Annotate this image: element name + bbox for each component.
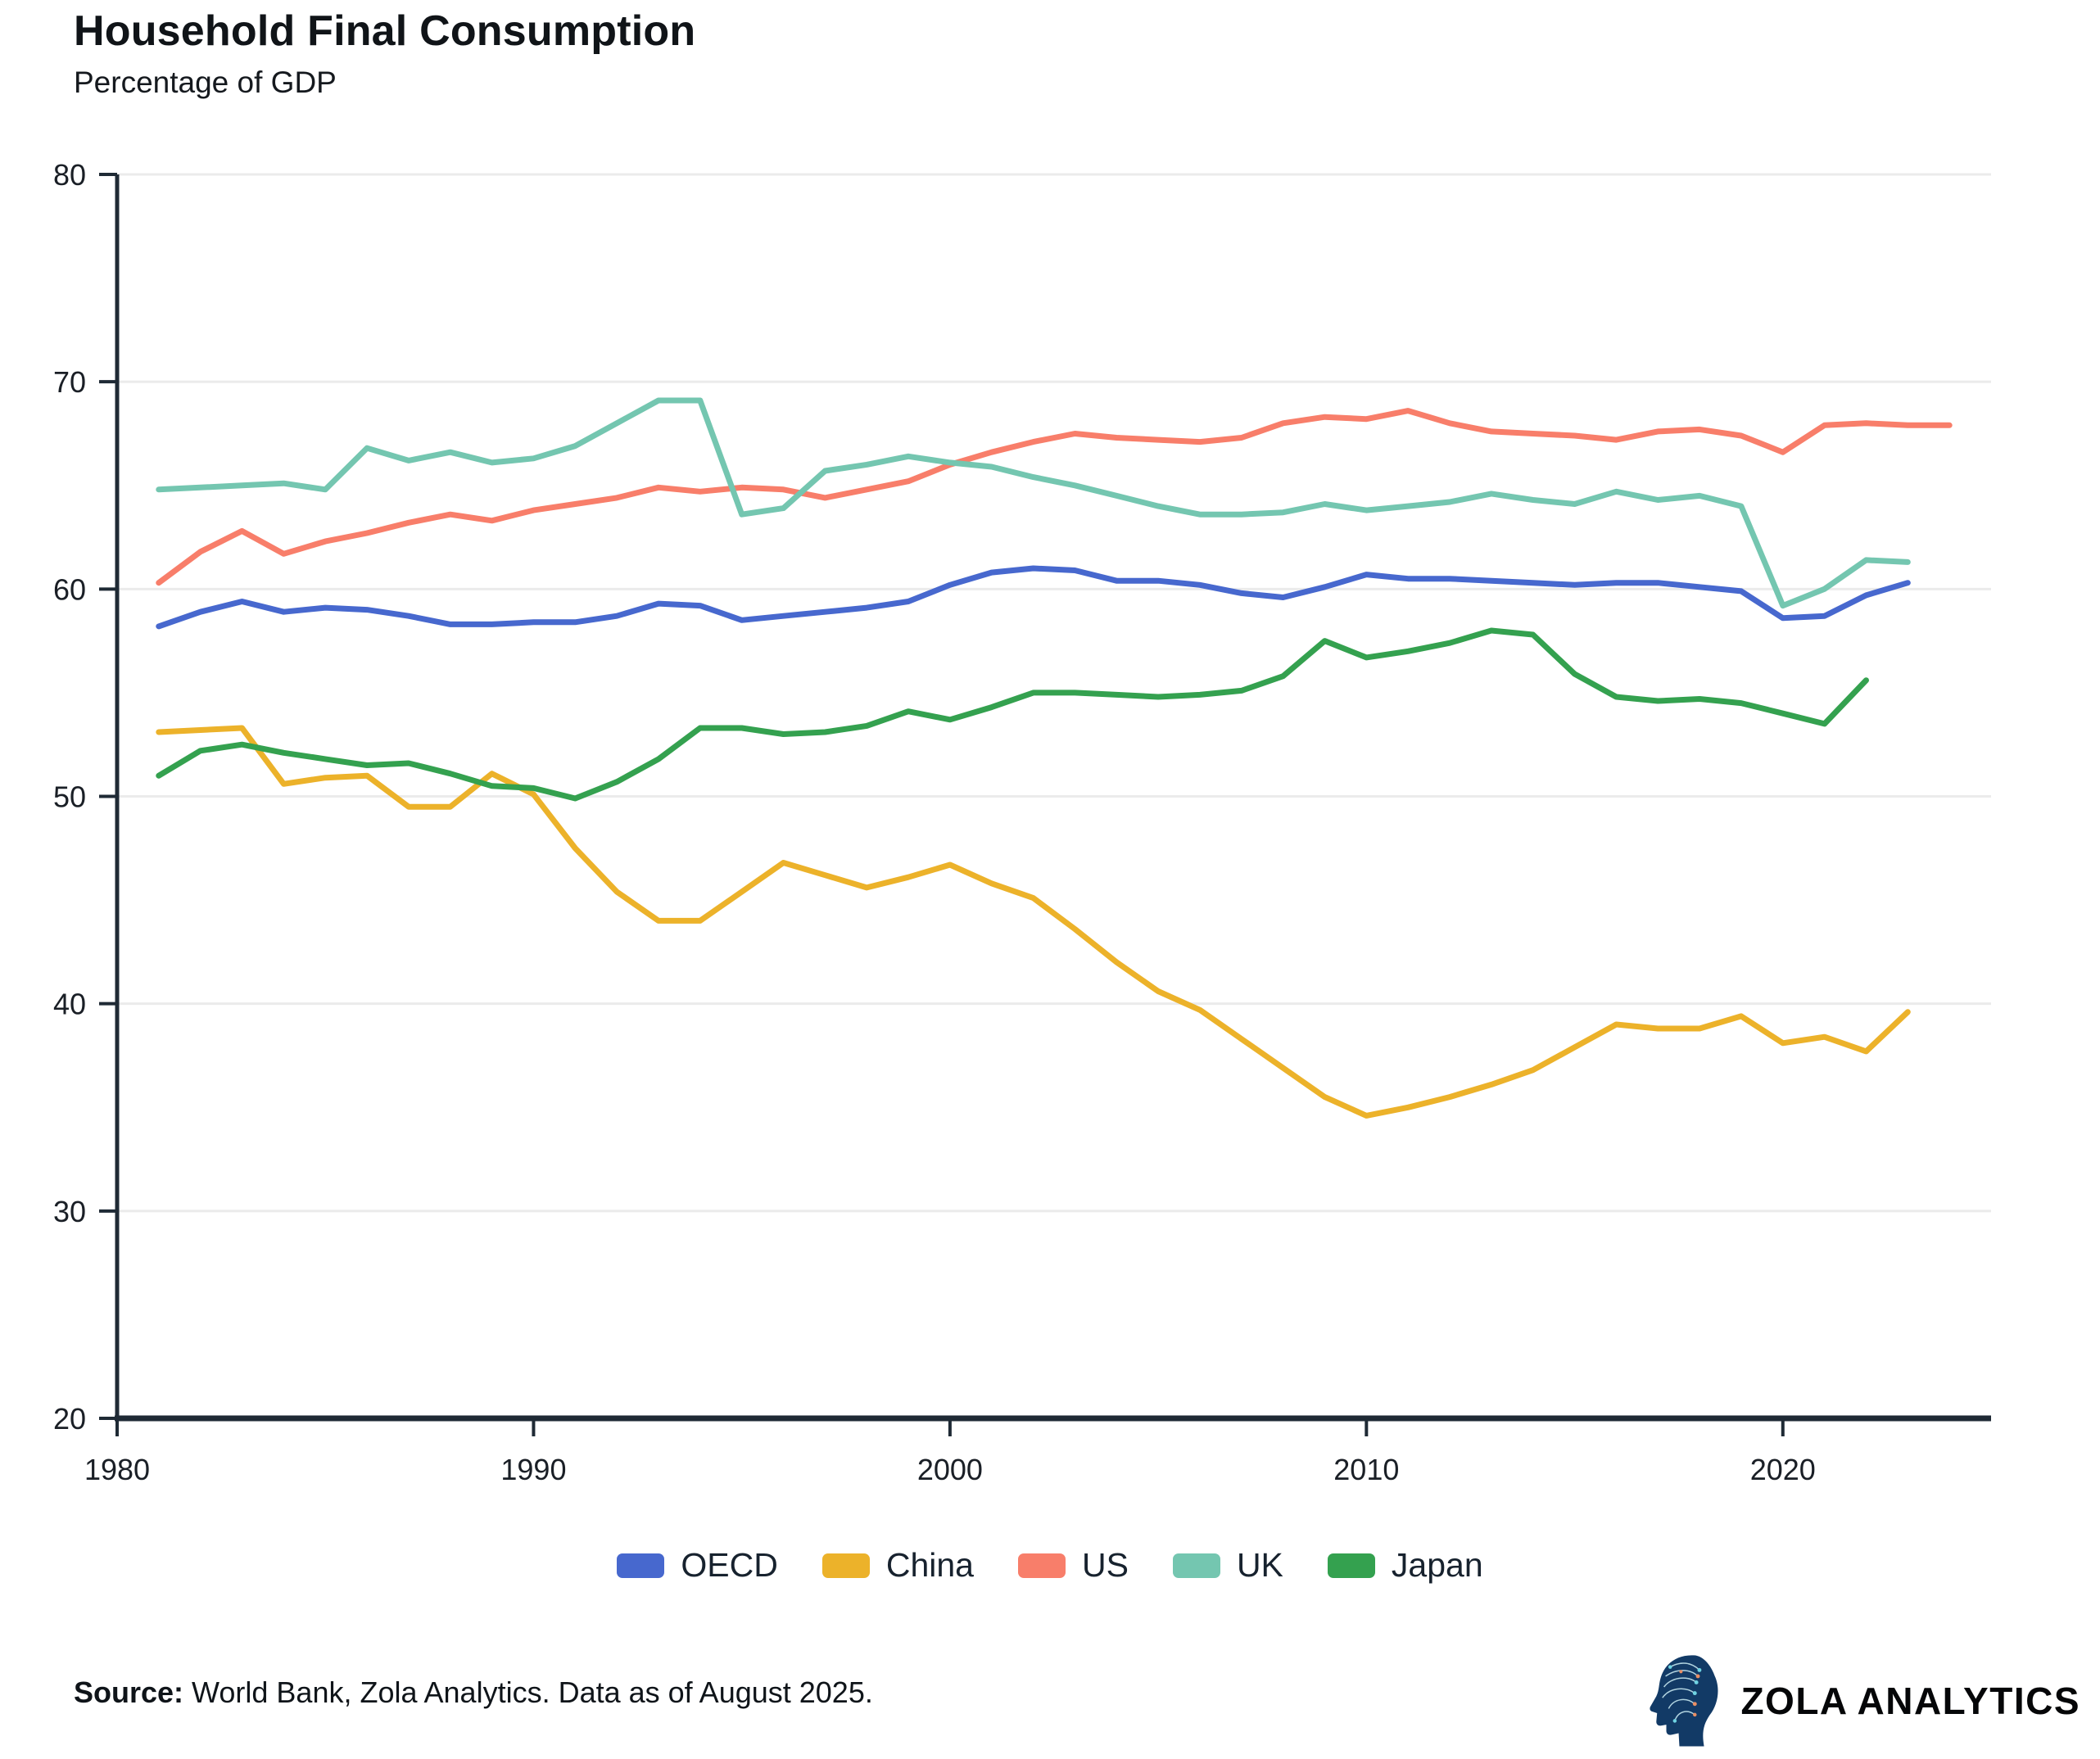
x-tick-label: 1990	[500, 1453, 566, 1486]
legend-swatch-oecd	[617, 1553, 665, 1578]
x-tick-label: 2020	[1750, 1453, 1816, 1486]
legend-label: US	[1081, 1546, 1129, 1584]
legend-item-uk[interactable]: UK	[1172, 1546, 1283, 1585]
zola-logo-icon	[1650, 1655, 1718, 1747]
legend-item-china[interactable]: China	[821, 1546, 974, 1585]
series-line-us	[156, 408, 1953, 586]
legend-item-japan[interactable]: Japan	[1327, 1546, 1483, 1585]
brand-name: ZOLA ANALYTICS	[1740, 1680, 2080, 1722]
x-tick-label: 2010	[1333, 1453, 1399, 1486]
legend: OECD China US UK Japan	[0, 1546, 2100, 1585]
source-note: Source: World Bank, Zola Analytics. Data…	[74, 1675, 873, 1710]
legend-swatch-japan	[1327, 1553, 1375, 1578]
legend-label: OECD	[681, 1546, 778, 1584]
legend-swatch-us	[1017, 1553, 1066, 1578]
legend-item-oecd[interactable]: OECD	[617, 1546, 778, 1585]
legend-label: China	[885, 1546, 974, 1584]
legend-label: UK	[1236, 1546, 1283, 1584]
y-tick-label: 20	[53, 1402, 86, 1436]
x-tick-label: 2000	[917, 1453, 983, 1486]
series-line-uk	[156, 397, 1911, 609]
legend-swatch-uk	[1172, 1553, 1220, 1578]
y-tick-label: 30	[53, 1195, 86, 1228]
x-tick-label: 1980	[84, 1453, 150, 1486]
source-text: World Bank, Zola Analytics. Data as of A…	[183, 1675, 873, 1709]
series-line-china	[156, 725, 1911, 1119]
legend-label: Japan	[1391, 1546, 1483, 1584]
source-label: Source:	[74, 1675, 184, 1709]
series-line-oecd	[156, 565, 1911, 630]
y-tick-label: 50	[53, 780, 86, 814]
y-tick-label: 60	[53, 572, 86, 606]
y-tick-label: 70	[53, 365, 86, 399]
legend-swatch-china	[821, 1553, 870, 1578]
series-line-japan	[156, 627, 1869, 802]
legend-item-us[interactable]: US	[1017, 1546, 1129, 1585]
chart-subtitle: Percentage of GDP	[74, 66, 337, 99]
y-tick-label: 40	[53, 988, 86, 1021]
brand-lockup: ZOLA ANALYTICS	[1647, 1648, 2080, 1754]
page-title: Household Final Consumption	[74, 7, 696, 55]
y-tick-label: 80	[53, 158, 86, 192]
